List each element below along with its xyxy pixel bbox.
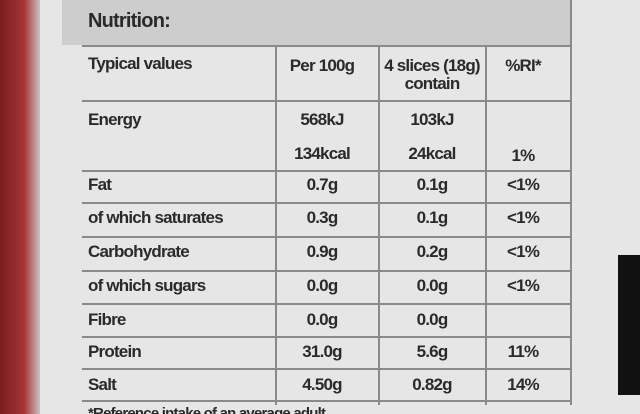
column-rule	[378, 45, 380, 405]
cell-portion: 0.0g	[416, 310, 449, 329]
row-label: Fat	[88, 175, 112, 194]
cell-ri: 14%	[507, 375, 539, 394]
row-label: Salt	[88, 375, 117, 394]
title: Nutrition:	[88, 10, 171, 32]
cell-per100g: 0.3g	[306, 208, 339, 227]
rule	[82, 270, 570, 272]
footnote: *Reference intake of an average adult	[88, 405, 326, 414]
rule	[82, 368, 570, 370]
cell-per100g: 4.50g	[302, 375, 342, 394]
cell-per100g: 568kJ	[300, 110, 344, 129]
cell-ri: 11%	[507, 342, 539, 361]
paper	[40, 0, 640, 414]
cell-portion: 0.1g	[416, 175, 449, 194]
rule	[82, 45, 570, 47]
rule	[82, 336, 570, 338]
cell-ri: <1%	[506, 175, 540, 194]
column-rule	[570, 0, 572, 405]
row-label: Protein	[88, 342, 142, 361]
icon	[618, 255, 640, 395]
cell-portion: 0.1g	[416, 208, 449, 227]
column-rule	[485, 45, 487, 405]
cell-per100g: 0.7g	[306, 175, 339, 194]
header-per100g: Per 100g	[289, 56, 355, 75]
cell-ri: 1%	[511, 146, 536, 165]
red-edge	[0, 0, 40, 414]
cell-portion: 5.6g	[416, 342, 449, 361]
row-label: Carbohydrate	[88, 242, 190, 261]
rule	[82, 202, 570, 204]
rule	[82, 303, 570, 305]
row-label: of which saturates	[88, 208, 224, 227]
row-label: of which sugars	[88, 276, 206, 295]
header-portion: contain	[404, 74, 461, 93]
rule	[82, 236, 570, 238]
column-rule	[275, 45, 277, 405]
cell-portion: 103kJ	[410, 110, 454, 129]
cell-ri: <1%	[506, 276, 540, 295]
rule	[82, 170, 570, 172]
cell-portion: 0.0g	[416, 276, 449, 295]
header-ri: %RI*	[505, 56, 541, 75]
cell-portion: 0.82g	[412, 375, 452, 394]
cell-portion: 24kcal	[408, 144, 456, 163]
header-portion: 4 slices (18g)	[384, 56, 480, 75]
cell-per100g: 0.0g	[306, 310, 339, 329]
row-label: Fibre	[88, 310, 126, 329]
rule	[82, 100, 570, 102]
cell-portion: 0.2g	[416, 242, 449, 261]
cell-ri: <1%	[506, 242, 540, 261]
cell-per100g: 31.0g	[302, 342, 342, 361]
row-label: Energy	[88, 110, 142, 129]
rule	[82, 400, 570, 402]
cell-per100g: 134kcal	[294, 144, 351, 163]
cell-per100g: 0.0g	[306, 276, 339, 295]
header-label: Typical values	[88, 54, 193, 73]
cell-ri: <1%	[506, 208, 540, 227]
title-bar	[62, 0, 570, 45]
cell-per100g: 0.9g	[306, 242, 339, 261]
